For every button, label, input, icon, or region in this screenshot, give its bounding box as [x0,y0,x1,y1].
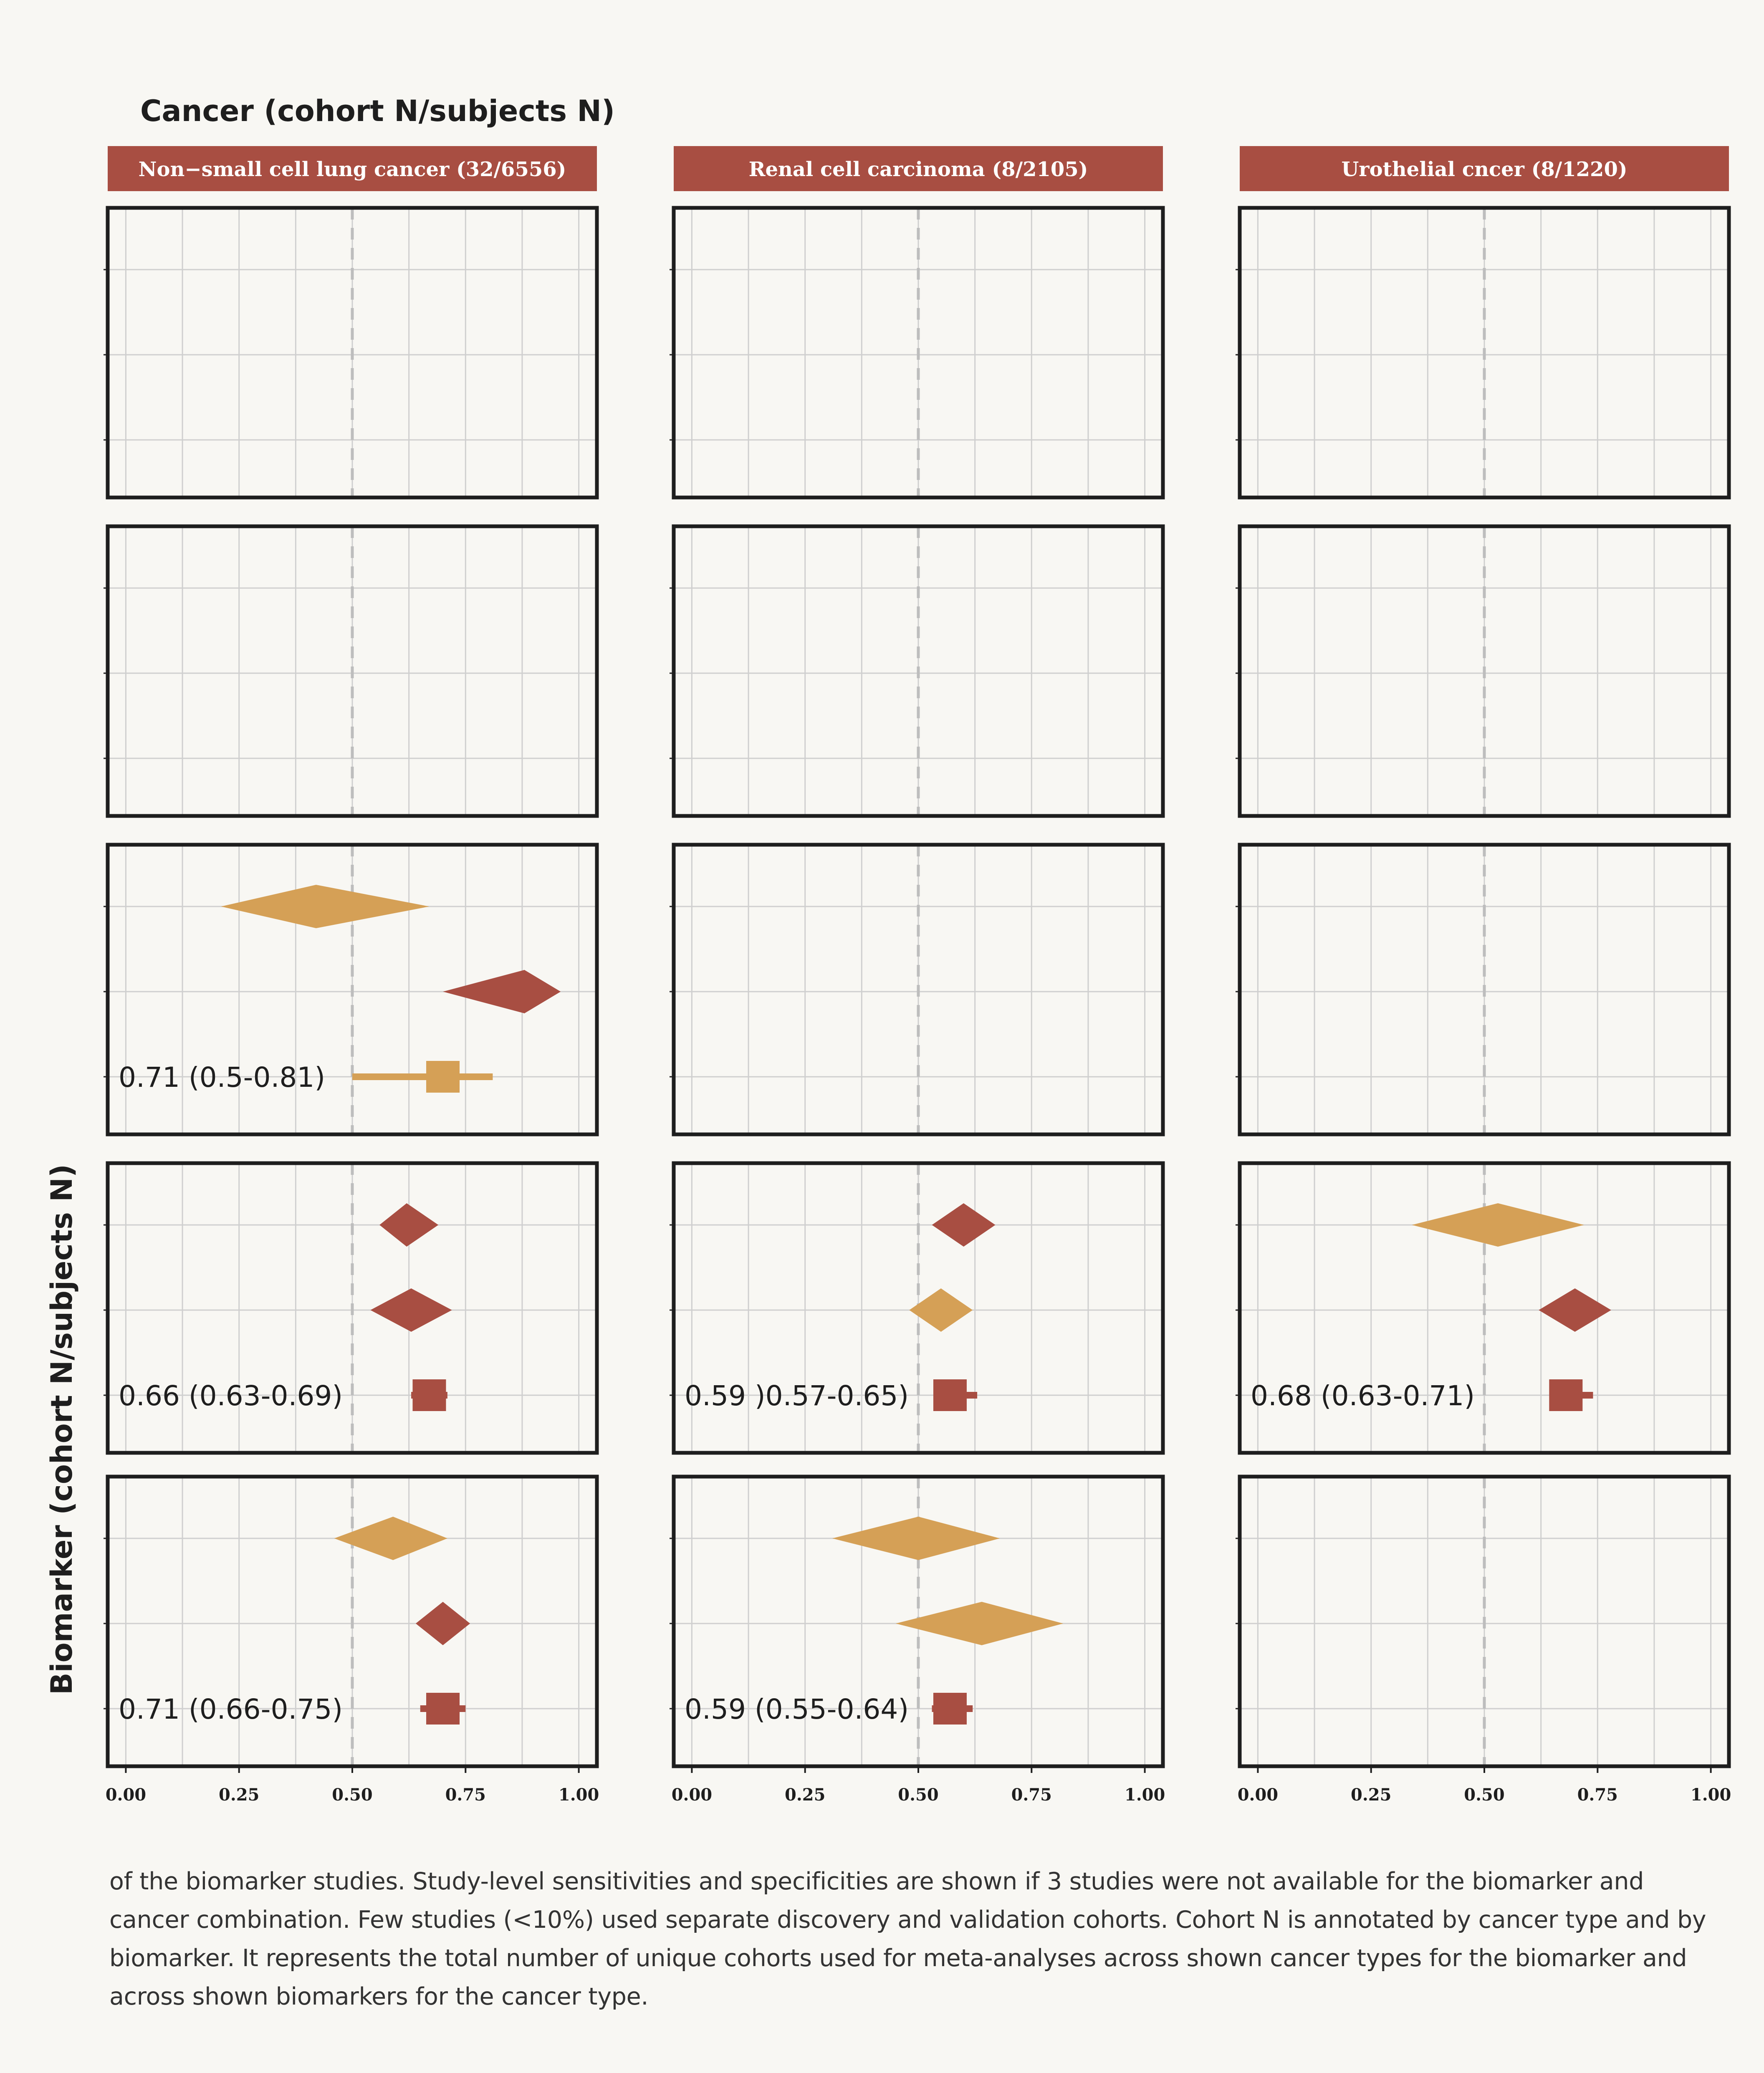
panel-data-r2-c0: 0.71 (0.5-0.81) [119,885,561,1093]
panel-border [106,843,599,1136]
panel-data-r3-c1: 0.59 )0.57-0.65) [685,1203,996,1412]
pooled-square [426,1693,460,1725]
panel-border [672,206,1165,500]
pooled-estimate-label: 0.71 (0.5-0.81) [119,1061,325,1093]
pooled-square [1549,1379,1583,1411]
panel-data-r4-c1: 0.59 (0.55-0.64) [685,1517,1064,1725]
x-tick-label: 0.50 [332,1785,372,1805]
panel-border [672,524,1165,818]
x-tick-label: 0.25 [219,1785,259,1805]
x-tick-label: 1.00 [559,1785,599,1805]
panel-r4-c2 [1236,1475,1731,1768]
estimate-diamond [832,1517,1000,1560]
panel-border [106,206,599,500]
panel-border [1238,524,1731,818]
panel-border [106,1161,599,1455]
panel-r2-c2 [1236,843,1731,1136]
x-tick-label: 0.25 [1351,1785,1391,1805]
panel-r3-c0 [104,1161,599,1455]
cancer-header-0 [108,146,597,191]
panel-data-r3-c2: 0.68 (0.63-0.71) [1251,1203,1611,1412]
estimate-diamond [443,970,561,1013]
estimate-diamond [895,1602,1064,1645]
panel-border [672,1161,1165,1455]
pooled-square [933,1693,967,1725]
pooled-estimate-label: 0.68 (0.63-0.71) [1251,1380,1475,1412]
estimate-diamond [221,885,430,928]
pooled-estimate-label: 0.59 )0.57-0.65) [685,1380,909,1412]
panel-data-r4-c0: 0.71 (0.66-0.75) [119,1517,470,1725]
panel-border [1238,843,1731,1136]
x-tick-label: 0.25 [785,1785,825,1805]
pooled-square [933,1379,967,1411]
cancer-header-2 [1240,146,1729,191]
panel-border [672,843,1165,1136]
estimate-diamond [1539,1288,1611,1332]
x-tick-label: 0.75 [445,1785,486,1805]
x-tick-label: 0.00 [672,1785,712,1805]
pooled-estimate-label: 0.66 (0.63-0.69) [119,1380,343,1412]
estimate-diamond [379,1203,439,1247]
panel-border [106,524,599,818]
figure-caption: of the biomarker studies. Study-level se… [109,1868,1706,2010]
x-tick-label: 0.50 [898,1785,938,1805]
x-tick-label: 0.75 [1577,1785,1618,1805]
panel-r2-c1 [670,843,1165,1136]
panel-border [1238,1161,1731,1455]
cancer-header-1 [674,146,1163,191]
panel-r1-c2 [1236,524,1731,818]
x-tick-label: 0.00 [106,1785,146,1805]
x-tick-label: 0.75 [1011,1785,1052,1805]
panel-border [1238,206,1731,500]
panel-r1-c0 [104,524,599,818]
pooled-estimate-label: 0.71 (0.66-0.75) [119,1693,343,1725]
panel-r0-c2 [1236,206,1731,500]
pooled-square [426,1061,460,1093]
y-axis-label: Biomarker (cohort N/subjects N) [45,1164,79,1695]
x-tick-label: 0.50 [1464,1785,1504,1805]
cancer-header-label: Urothelial cncer (8/1220) [1341,158,1627,181]
panel-r1-c1 [670,524,1165,818]
estimate-diamond [334,1517,447,1560]
estimate-diamond [1412,1203,1584,1247]
x-tick-label: 0.00 [1238,1785,1278,1805]
x-tick-label: 1.00 [1691,1785,1731,1805]
estimate-diamond [909,1288,973,1332]
pooled-square [412,1379,446,1411]
estimate-diamond [415,1602,470,1645]
cancer-header-label: Non−small cell lung cancer (32/6556) [139,158,566,181]
top-title: Cancer (cohort N/subjects N) [140,94,615,128]
cancer-header-label: Renal cell carcinoma (8/2105) [749,158,1088,181]
estimate-diamond [370,1288,452,1332]
panel-r0-c1 [670,206,1165,500]
panel-r0-c0 [104,206,599,500]
pooled-estimate-label: 0.59 (0.55-0.64) [685,1693,909,1725]
x-tick-label: 1.00 [1125,1785,1165,1805]
estimate-diamond [932,1203,996,1247]
panel-data-r3-c0: 0.66 (0.63-0.69) [119,1203,452,1412]
